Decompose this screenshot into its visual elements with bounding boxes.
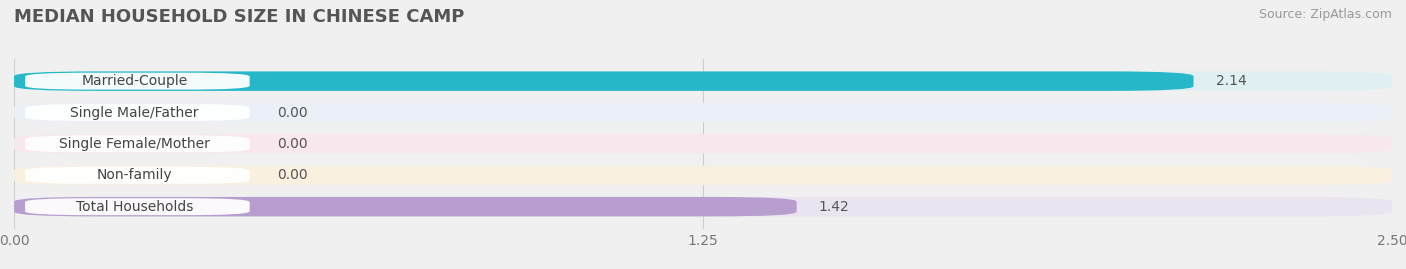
Text: Total Households: Total Households (76, 200, 193, 214)
FancyBboxPatch shape (14, 166, 1392, 185)
Text: Source: ZipAtlas.com: Source: ZipAtlas.com (1258, 8, 1392, 21)
Text: Single Female/Mother: Single Female/Mother (59, 137, 209, 151)
FancyBboxPatch shape (25, 136, 250, 153)
FancyBboxPatch shape (25, 73, 250, 90)
FancyBboxPatch shape (25, 198, 250, 215)
FancyBboxPatch shape (14, 197, 1392, 216)
Text: MEDIAN HOUSEHOLD SIZE IN CHINESE CAMP: MEDIAN HOUSEHOLD SIZE IN CHINESE CAMP (14, 8, 464, 26)
FancyBboxPatch shape (14, 103, 1392, 122)
FancyBboxPatch shape (14, 72, 1392, 91)
FancyBboxPatch shape (14, 134, 1392, 154)
Text: 2.14: 2.14 (1216, 74, 1246, 88)
Text: 1.42: 1.42 (818, 200, 849, 214)
Text: Married-Couple: Married-Couple (82, 74, 188, 88)
FancyBboxPatch shape (14, 72, 1194, 91)
Text: 0.00: 0.00 (277, 137, 308, 151)
FancyBboxPatch shape (25, 167, 250, 184)
Text: Single Male/Father: Single Male/Father (70, 105, 198, 119)
FancyBboxPatch shape (25, 104, 250, 121)
Text: Non-family: Non-family (97, 168, 173, 182)
Text: 0.00: 0.00 (277, 105, 308, 119)
FancyBboxPatch shape (14, 197, 797, 216)
Text: 0.00: 0.00 (277, 168, 308, 182)
